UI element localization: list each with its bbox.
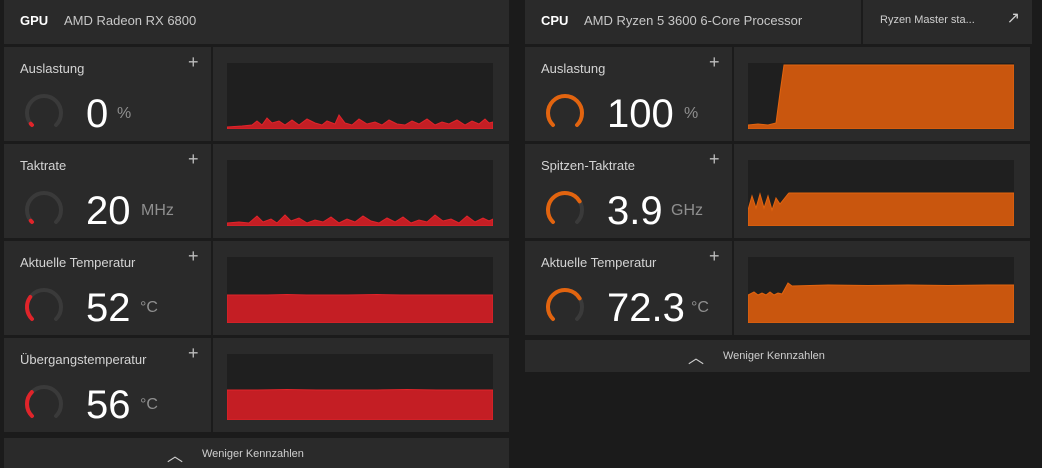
gpu-panel: GPU AMD Radeon RX 6800 Auslastung + 0 % … [4, 0, 509, 468]
cpu-metric-temperature: Aktuelle Temperatur + 72.3 °C [525, 241, 1030, 335]
ryzen-master-button[interactable]: Ryzen Master sta... ↗ [861, 0, 1032, 44]
cpu-clock-graph [748, 160, 1014, 226]
gauge-fill [546, 288, 582, 322]
cpu-metric-utilization: Auslastung + 100 % [525, 47, 1030, 141]
metric-value: 100 [607, 92, 674, 136]
metric-value: 72.3 [607, 286, 685, 330]
gpu-metric-utilization: Auslastung + 0 % [4, 47, 509, 141]
gpu-metric-clock: Taktrate + 20 MHz [4, 144, 509, 238]
gauge-icon [546, 288, 584, 322]
cpu-metric-peak-clock: Spitzen-Taktrate + 3.9 GHz [525, 144, 1030, 238]
gauge-track [25, 288, 63, 322]
metric-unit: % [117, 105, 132, 122]
cpu-footer-toggle[interactable]: ︿ Weniger Kennzahlen [525, 340, 1030, 372]
gpu-metric-temperature: Aktuelle Temperatur + 52 °C [4, 241, 509, 335]
ryzen-master-label: Ryzen Master sta... [880, 14, 975, 26]
metric-value: 3.9 [607, 189, 663, 233]
gauge-icon [25, 94, 63, 128]
gauge-fill [25, 295, 34, 322]
temperature-graph [227, 257, 493, 323]
cpu-temperature-graph [748, 257, 1014, 323]
footer-label: Weniger Kennzahlen [723, 350, 825, 362]
utilization-graph [227, 63, 493, 129]
gauge-fill [546, 191, 582, 225]
gpu-header: GPU AMD Radeon RX 6800 [4, 0, 509, 44]
gpu-metric-junction-temperature: Übergangstemperatur + 56 °C [4, 338, 509, 432]
metric-unit: °C [691, 299, 709, 316]
gauge-icon [25, 385, 63, 419]
clock-graph [227, 160, 493, 226]
chevron-up-icon: ︿ [167, 448, 184, 465]
metric-title: Übergangstemperatur [20, 352, 147, 367]
metric-unit: % [684, 105, 699, 122]
metric-title: Spitzen-Taktrate [541, 158, 635, 173]
metric-title: Auslastung [541, 61, 606, 76]
chevron-up-icon: ︿ [688, 350, 705, 367]
plus-icon[interactable]: + [709, 149, 720, 169]
plus-icon[interactable]: + [709, 246, 720, 266]
cpu-utilization-graph [748, 63, 1014, 129]
gauge-fill [28, 218, 34, 225]
metric-unit: GHz [671, 202, 703, 219]
metric-value: 56 [86, 383, 131, 427]
footer-label: Weniger Kennzahlen [202, 448, 304, 460]
gauge-fill [28, 121, 34, 128]
gauge-icon [546, 191, 584, 225]
metric-unit: °C [140, 396, 158, 413]
gpu-name: AMD Radeon RX 6800 [64, 13, 197, 28]
metric-title: Aktuelle Temperatur [20, 255, 136, 270]
junction-temperature-graph [227, 354, 493, 420]
metric-title: Taktrate [20, 158, 67, 173]
gauge-track [25, 94, 63, 128]
plus-icon[interactable]: + [188, 343, 199, 363]
metric-unit: °C [140, 299, 158, 316]
metric-value: 0 [86, 92, 109, 136]
gauge-icon [25, 288, 63, 322]
gpu-label: GPU [20, 13, 49, 28]
cpu-label: CPU [541, 13, 569, 28]
plus-icon[interactable]: + [188, 52, 199, 72]
metric-title: Aktuelle Temperatur [541, 255, 657, 270]
cpu-panel: CPU AMD Ryzen 5 3600 6-Core Processor Ry… [525, 0, 1032, 374]
metric-value: 20 [86, 189, 131, 233]
metric-value: 52 [86, 286, 131, 330]
plus-icon[interactable]: + [709, 52, 720, 72]
cpu-name: AMD Ryzen 5 3600 6-Core Processor [584, 13, 803, 28]
plus-icon[interactable]: + [188, 246, 199, 266]
metric-unit: MHz [141, 202, 174, 219]
gauge-icon [546, 94, 584, 128]
gauge-icon [25, 191, 63, 225]
gauge-fill [25, 390, 34, 419]
metric-title: Auslastung [20, 61, 85, 76]
gauge-track [25, 191, 63, 225]
external-arrow-icon: ↗ [1006, 10, 1020, 27]
gauge-fill [546, 94, 584, 128]
gpu-footer-toggle[interactable]: ︿ Weniger Kennzahlen [4, 438, 509, 468]
plus-icon[interactable]: + [188, 149, 199, 169]
